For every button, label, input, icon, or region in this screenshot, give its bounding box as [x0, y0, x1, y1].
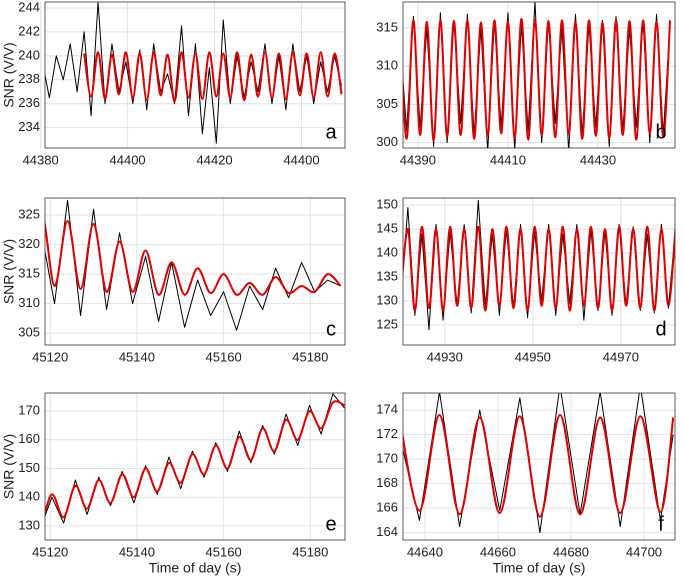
plot-frame: [44, 1, 346, 149]
x-tick-label: 44950: [515, 349, 551, 364]
plot-frame: [44, 197, 346, 346]
y-tick-label: 170: [18, 403, 40, 418]
series-group: [403, 2, 672, 148]
series-group: [45, 199, 342, 331]
plot-area: [45, 393, 345, 540]
y-tick-label: 164: [376, 524, 398, 539]
panel-label: f: [658, 513, 664, 535]
y-tick-label: 236: [18, 95, 40, 110]
series-group: [403, 393, 675, 534]
y-tick-label: 315: [376, 19, 398, 34]
panel-label: e: [325, 513, 336, 535]
x-tick-label: 44430: [580, 152, 616, 167]
y-tick-label: 242: [18, 23, 40, 38]
x-tick-label: 44640: [407, 544, 443, 559]
x-tick-label: 45120: [32, 544, 68, 559]
plot-frame: [402, 197, 676, 346]
x-tick-label: 44410: [490, 152, 526, 167]
fit-line: [45, 220, 342, 296]
y-tick-label: 325: [18, 207, 40, 222]
x-tick-label: 45140: [119, 349, 155, 364]
panel-label: c: [326, 318, 336, 340]
y-tick-label: 310: [376, 58, 398, 73]
plot-frame: [402, 1, 676, 149]
y-tick-label: 168: [376, 475, 398, 490]
y-tick-label: 244: [18, 0, 40, 14]
y-axis-label: SNR (V/V): [1, 434, 17, 499]
y-tick-label: 305: [18, 325, 40, 340]
plot-area: [45, 2, 345, 148]
x-tick-label: 44970: [603, 349, 639, 364]
x-tick-label: 45120: [32, 349, 68, 364]
y-tick-label: 135: [376, 268, 398, 283]
x-tick-label: 45180: [292, 544, 328, 559]
panel-label: b: [655, 121, 666, 143]
x-tick-label: 44400: [110, 152, 146, 167]
y-axis-label: SNR (V/V): [1, 239, 17, 304]
x-tick-label: 44930: [427, 349, 463, 364]
plot-frame: [402, 392, 676, 541]
y-tick-label: 310: [18, 295, 40, 310]
x-tick-label: 44400: [283, 152, 319, 167]
y-tick-label: 305: [376, 96, 398, 111]
x-tick-label: 44660: [480, 544, 516, 559]
x-tick-label: 45140: [119, 544, 155, 559]
x-axis-label: Time of day (s): [493, 560, 586, 576]
y-tick-label: 170: [376, 451, 398, 466]
panel-label: a: [325, 121, 337, 143]
x-tick-label: 44420: [196, 152, 232, 167]
y-tick-label: 145: [376, 221, 398, 236]
plot-area: [403, 393, 675, 540]
plot-frame: [44, 392, 346, 541]
y-tick-label: 160: [18, 431, 40, 446]
y-tick-label: 140: [376, 245, 398, 260]
y-tick-label: 140: [18, 489, 40, 504]
x-tick-label: 44390: [400, 152, 436, 167]
x-tick-label: 45160: [206, 544, 242, 559]
y-tick-label: 238: [18, 71, 40, 86]
y-tick-label: 315: [18, 266, 40, 281]
y-tick-label: 172: [376, 426, 398, 441]
y-tick-label: 320: [18, 236, 40, 251]
y-tick-label: 150: [18, 460, 40, 475]
fit-line: [403, 225, 675, 312]
y-axis-label: SNR (V/V): [1, 42, 17, 107]
y-tick-label: 174: [376, 402, 398, 417]
y-tick-label: 234: [18, 119, 40, 134]
x-tick-label: 45160: [206, 349, 242, 364]
y-tick-label: 166: [376, 500, 398, 515]
fit-line: [403, 17, 672, 142]
y-tick-label: 240: [18, 47, 40, 62]
x-tick-label: 44380: [23, 152, 59, 167]
series-group: [45, 393, 345, 524]
fit-line: [403, 414, 675, 518]
y-tick-label: 150: [376, 197, 398, 212]
y-tick-label: 300: [376, 134, 398, 149]
data-line: [45, 199, 341, 331]
x-tick-label: 44680: [553, 544, 589, 559]
x-axis-label: Time of day (s): [149, 560, 242, 576]
y-tick-label: 130: [376, 292, 398, 307]
x-tick-label: 44700: [626, 544, 662, 559]
y-tick-label: 125: [376, 316, 398, 331]
fit-line: [83, 51, 343, 103]
x-tick-label: 45180: [292, 349, 328, 364]
series-group: [403, 199, 675, 331]
panel-label: d: [655, 318, 666, 340]
series-group: [45, 2, 343, 144]
fit-line: [45, 400, 345, 519]
y-tick-label: 130: [18, 517, 40, 532]
